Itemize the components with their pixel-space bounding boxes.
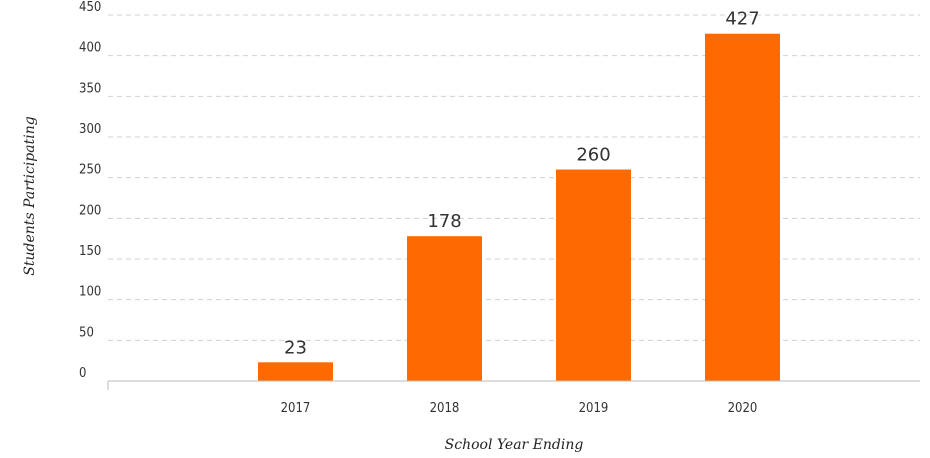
- x-axis-ticks: 2017 2018 2019 2020: [281, 401, 758, 416]
- bar-2019: [556, 169, 631, 381]
- y-tick-label: 350: [79, 81, 101, 96]
- x-tick-label: 2018: [430, 401, 460, 416]
- x-axis-title: School Year Ending: [445, 437, 584, 453]
- x-tick-label: 2017: [281, 401, 311, 416]
- y-axis-ticks: 0 50 100 150 200 250 300 350 400 450: [79, 0, 101, 381]
- y-tick-label: 100: [79, 285, 101, 300]
- x-tick-label: 2019: [579, 401, 609, 416]
- y-tick-label: 50: [79, 325, 94, 340]
- y-tick-label: 0: [79, 366, 86, 381]
- data-labels: 23 178 260 427: [284, 9, 760, 359]
- bar-2017: [258, 362, 333, 381]
- y-tick-label: 400: [79, 41, 101, 56]
- y-tick-label: 150: [79, 244, 101, 259]
- data-label-2019: 260: [576, 145, 610, 166]
- data-label-2020: 427: [725, 9, 759, 30]
- bar-2018: [407, 236, 482, 381]
- bar-2020: [705, 33, 780, 381]
- bars: [258, 33, 780, 381]
- x-tick-label: 2020: [728, 401, 758, 416]
- y-tick-label: 200: [79, 203, 101, 218]
- grid-lines: [108, 14, 920, 341]
- y-axis-title: Students Participating: [22, 116, 38, 275]
- data-label-2017: 23: [284, 337, 307, 358]
- y-tick-label: 250: [79, 163, 101, 178]
- y-tick-label: 300: [79, 122, 101, 137]
- y-tick-label: 450: [79, 0, 101, 15]
- data-label-2018: 178: [427, 211, 461, 232]
